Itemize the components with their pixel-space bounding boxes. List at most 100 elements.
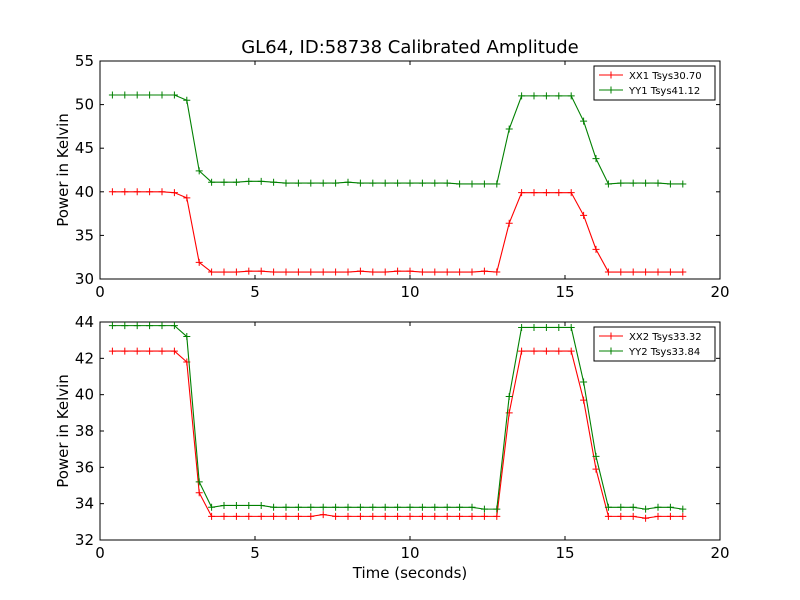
data-point [468,180,476,188]
chart-title: GL64, ID:58738 Calibrated Amplitude [241,37,579,58]
data-point [270,268,278,276]
data-point [381,503,389,511]
data-point [629,512,637,520]
data-point [381,512,389,520]
data-point [468,268,476,276]
data-point [257,267,265,275]
data-point [307,512,315,520]
data-point [617,503,625,511]
data-point [170,91,178,99]
data-point [319,511,327,519]
data-point [381,268,389,276]
data-point [282,179,290,187]
data-point [555,92,563,100]
data-point [431,503,439,511]
y-tick-label: 40 [75,183,94,201]
data-point [319,268,327,276]
data-point [443,179,451,187]
data-point [443,268,451,276]
data-point [294,179,302,187]
data-point [232,178,240,186]
legend-marker [607,347,615,355]
data-point [480,505,488,513]
data-point [394,179,402,187]
data-point [555,347,563,355]
data-point [133,91,141,99]
data-point [282,268,290,276]
legend-box [593,65,716,101]
x-tick-label: 10 [400,544,419,562]
data-point [604,180,612,188]
x-tick-label: 0 [95,544,105,562]
data-point [629,268,637,276]
data-point [220,501,228,509]
data-point [468,503,476,511]
data-point [195,258,203,266]
data-point [220,178,228,186]
data-point [642,505,650,513]
legend-marker [607,332,615,340]
y-tick-label: 36 [75,458,94,476]
legend-label: XX1 Tsys30.70 [629,71,702,82]
x-tick-label: 15 [555,544,574,562]
bottom-panel: 0 5 10 15 20 32 34 36 38 40 42 44 XX2 Tsys33.32 YY2 T… [75,313,730,562]
data-point [530,189,538,197]
data-point [580,117,588,125]
data-point [505,219,513,227]
data-point [406,512,414,520]
data-point [183,333,191,341]
y-tick-label: 44 [75,313,94,331]
x-tick-label: 0 [95,283,105,301]
data-point [344,268,352,276]
data-point [592,155,600,163]
data-point [220,512,228,520]
data-point [493,512,501,520]
data-point [146,188,154,196]
x-tick-label: 20 [710,544,729,562]
data-point [232,501,240,509]
data-point [493,268,501,276]
data-point [220,268,228,276]
data-point [505,125,513,133]
data-point [232,512,240,520]
data-point [431,268,439,276]
data-point [542,189,550,197]
data-point [542,347,550,355]
data-point [158,322,166,330]
data-point [617,512,625,520]
data-point [319,503,327,511]
data-point [456,512,464,520]
x-axis-label: Time (seconds) [352,564,468,582]
data-point [629,179,637,187]
data-point [369,512,377,520]
data-point [666,268,674,276]
top-y-axis-label: Power in Kelvin [54,113,72,227]
data-point [518,323,526,331]
data-point [232,268,240,276]
data-point [245,501,253,509]
data-point [257,512,265,520]
data-point [319,179,327,187]
data-point [567,92,575,100]
data-point [480,512,488,520]
legend-1: XX2 Tsys33.32 YY2 Tsys33.84 [593,326,716,362]
data-point [654,268,662,276]
data-point [468,512,476,520]
data-point [245,177,253,185]
data-point [170,347,178,355]
data-point [307,268,315,276]
data-point [294,503,302,511]
data-point [121,347,129,355]
data-point [679,512,687,520]
data-point [431,179,439,187]
y-tick-label: 40 [75,386,94,404]
data-point [282,512,290,520]
data-point [158,91,166,99]
data-point [108,91,116,99]
data-point [195,489,203,497]
data-point [418,268,426,276]
data-point [146,347,154,355]
data-point [332,503,340,511]
data-point [170,322,178,330]
x-tick-label: 10 [400,283,419,301]
